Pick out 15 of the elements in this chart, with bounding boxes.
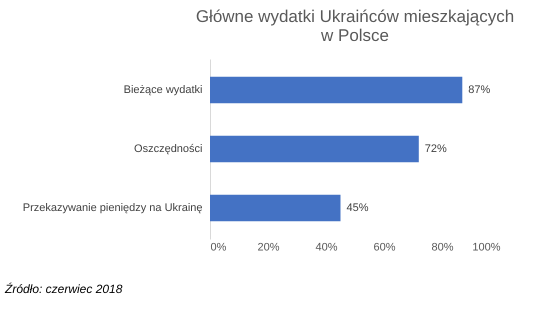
y-tick-label: Bieżące wydatki [124,84,202,96]
x-tick-label: 60% [373,242,396,254]
text: w Polsce [320,26,390,45]
data-label: 72% [424,143,448,155]
data-label: 45% [346,202,369,214]
text: Źródło: czerwiec 2018 [4,282,123,296]
y-tick-label: Przekazywanie pieniędzy na Ukrainę [22,202,202,214]
x-tick-label: 80% [431,242,454,254]
data-label: 87% [468,84,491,96]
x-tick-label: 0% [210,242,227,254]
x-tick-label: 20% [257,242,280,254]
x-tick-label: 100% [472,242,501,254]
x-tick-label: 40% [315,242,338,254]
y-tick-label: Oszczędności [134,143,202,155]
text: Główne wydatki Ukraińców mieszkających [196,7,514,26]
